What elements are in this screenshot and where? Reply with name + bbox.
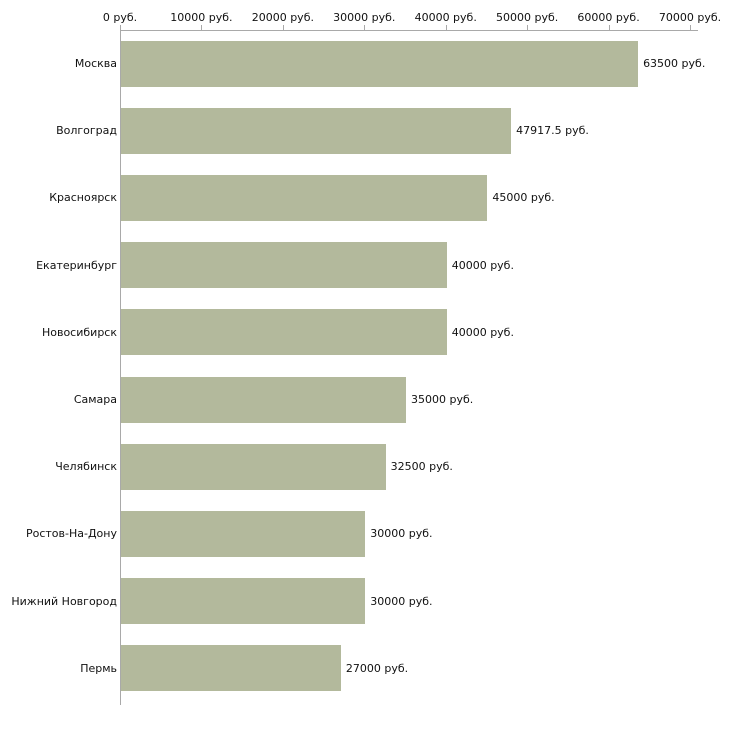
bar <box>121 174 488 221</box>
bar <box>121 309 447 356</box>
bar-row: Новосибирск 40000 руб. <box>0 299 730 366</box>
value-label: 30000 руб. <box>370 594 433 608</box>
bar-row: Самара 35000 руб. <box>0 366 730 433</box>
category-label: Самара <box>73 393 117 407</box>
x-tick-mark <box>445 25 447 30</box>
bar <box>121 443 386 490</box>
bar <box>121 645 341 692</box>
x-tick-mark <box>201 25 203 30</box>
category-label: Красноярск <box>49 191 117 205</box>
category-label: Нижний Новгород <box>11 594 117 608</box>
category-label: Ростов-На-Дону <box>25 527 117 541</box>
bar <box>121 578 366 625</box>
bar-row: Екатеринбург 40000 руб. <box>0 232 730 299</box>
value-label: 63500 руб. <box>643 57 706 71</box>
x-tick-label: 30000 руб. <box>333 11 396 24</box>
bar-row: Пермь 27000 руб. <box>0 635 730 702</box>
value-label: 35000 руб. <box>411 393 474 407</box>
x-tick-label: 50000 руб. <box>496 11 559 24</box>
x-tick-mark <box>364 25 366 30</box>
x-axis-line <box>120 30 698 31</box>
bar-rows: Москва 63500 руб. Волгоград 47917.5 руб. Кра… <box>0 30 730 702</box>
x-tick-mark <box>608 25 610 30</box>
category-label: Москва <box>74 57 117 71</box>
bar-row: Волгоград 47917.5 руб. <box>0 97 730 164</box>
x-tick-label: 40000 руб. <box>414 11 477 24</box>
x-tick-label: 70000 руб. <box>658 11 722 24</box>
x-tick-label: 10000 руб. <box>170 11 233 24</box>
x-tick-label: 0 руб. <box>102 11 138 24</box>
bar-row: Красноярск 45000 руб. <box>0 164 730 231</box>
value-label: 47917.5 руб. <box>516 124 589 138</box>
x-tick-mark <box>690 25 691 30</box>
x-tick-label: 20000 руб. <box>251 11 314 24</box>
bar <box>121 40 639 87</box>
bar <box>121 107 512 154</box>
bar <box>121 510 366 557</box>
value-label: 45000 руб. <box>492 191 555 205</box>
bar-row: Челябинск 32500 руб. <box>0 433 730 500</box>
value-label: 30000 руб. <box>370 527 433 541</box>
x-tick-label: 60000 руб. <box>577 11 640 24</box>
bar <box>121 242 447 289</box>
bar-row: Ростов-На-Дону 30000 руб. <box>0 500 730 567</box>
category-label: Волгоград <box>56 124 117 138</box>
category-label: Челябинск <box>55 460 117 474</box>
bar-row: Нижний Новгород 30000 руб. <box>0 568 730 635</box>
x-tick-mark <box>527 25 529 30</box>
category-label: Новосибирск <box>41 325 117 339</box>
x-tick-mark <box>120 25 121 30</box>
y-axis-line <box>120 30 121 705</box>
bar <box>121 376 406 423</box>
category-label: Пермь <box>80 661 117 675</box>
value-label: 40000 руб. <box>451 258 514 272</box>
category-label: Екатеринбург <box>36 258 117 272</box>
value-label: 27000 руб. <box>345 661 409 675</box>
value-label: 40000 руб. <box>451 325 514 339</box>
x-tick-mark <box>282 25 284 30</box>
bar-row: Москва 63500 руб. <box>0 30 730 97</box>
value-label: 32500 руб. <box>390 460 453 474</box>
